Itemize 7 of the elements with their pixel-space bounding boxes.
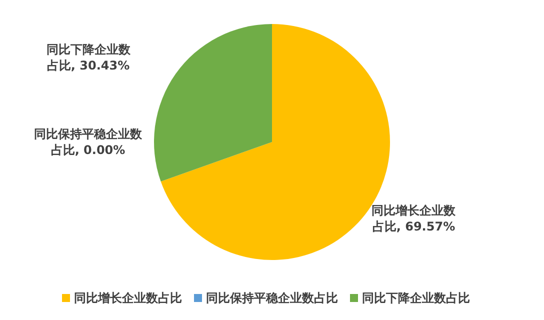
legend-label: 同比保持平稳企业数占比 <box>206 291 338 305</box>
legend-label: 同比下降企业数占比 <box>362 291 470 305</box>
pie-slice <box>154 24 272 182</box>
data-label: 同比下降企业数占比, 30.43% <box>46 42 132 73</box>
text: 同比保持平稳企业数占比, 0.00% <box>34 127 142 157</box>
legend-label: 同比增长企业数占比 <box>74 291 182 305</box>
data-label: 同比增长企业数占比, 69.57% <box>372 203 457 234</box>
